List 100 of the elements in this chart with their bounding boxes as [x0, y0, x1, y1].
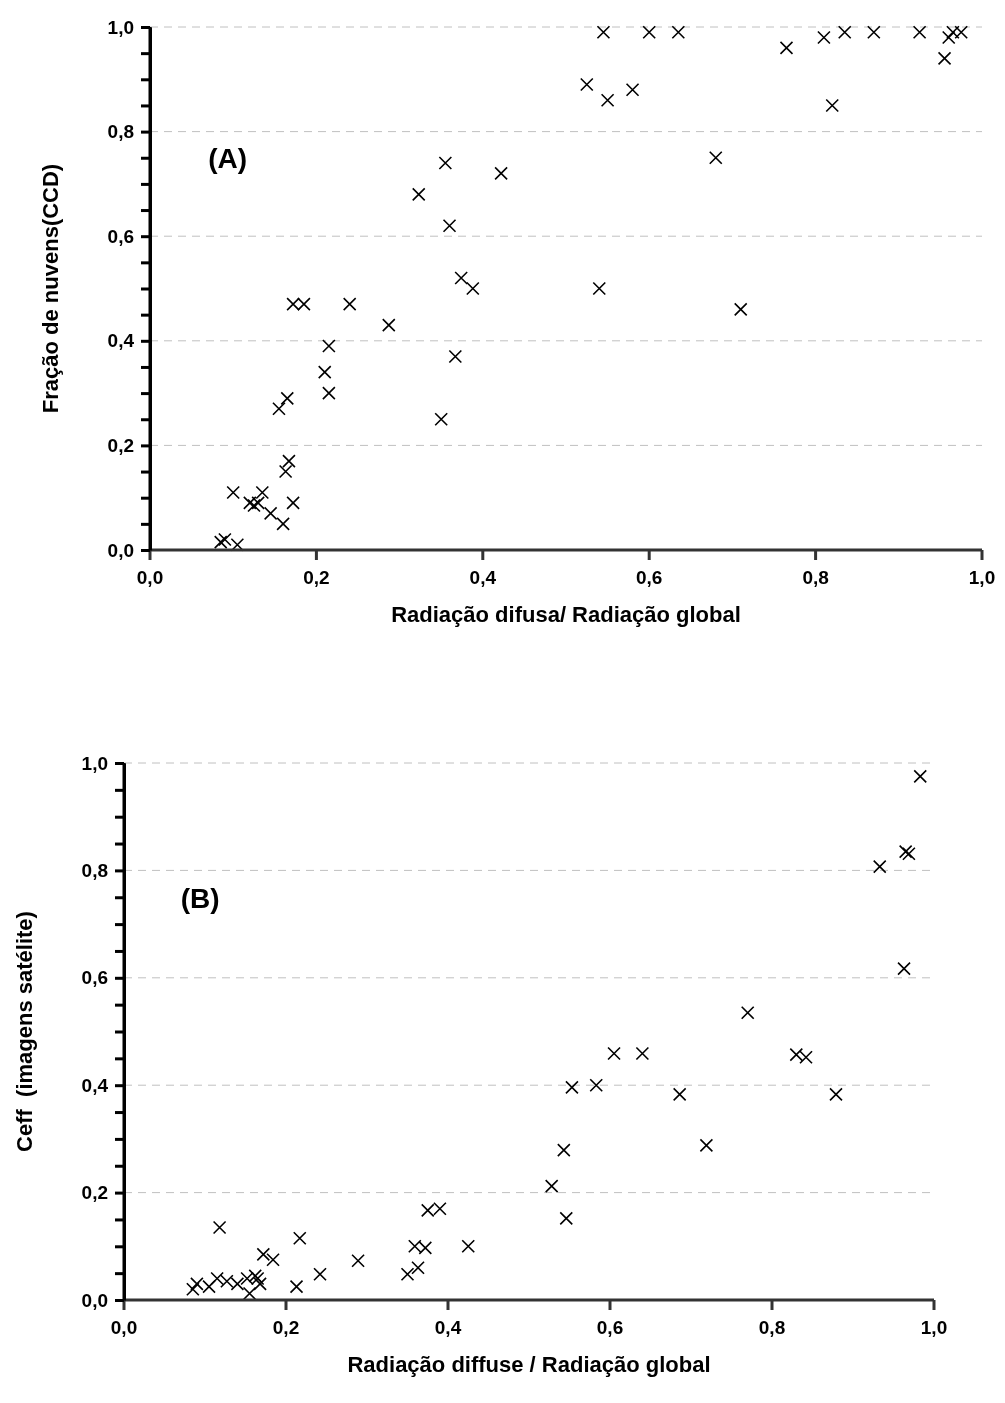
point [212, 1220, 227, 1235]
point [253, 1277, 267, 1291]
point [289, 1279, 304, 1294]
point [902, 846, 916, 861]
point [272, 401, 286, 416]
point [381, 318, 396, 332]
x-tick-label: 0,8 [758, 1317, 786, 1338]
point [559, 1211, 574, 1226]
x-tick-label: 0,8 [802, 567, 829, 588]
point [256, 1247, 271, 1262]
point [912, 25, 927, 40]
point [266, 1252, 280, 1267]
annotation: (A) [208, 143, 248, 175]
point [251, 496, 265, 510]
point [282, 454, 296, 468]
x-tick-label: 0,0 [136, 567, 164, 588]
point [898, 844, 913, 859]
point [817, 30, 831, 45]
x-axis-title: Radiação diffuse / Radiação global [347, 1352, 711, 1377]
point [213, 535, 228, 549]
point [280, 391, 295, 406]
point [954, 25, 968, 40]
point [740, 1005, 755, 1020]
point [454, 271, 468, 285]
point [226, 485, 240, 500]
x-tick-label: 1,0 [968, 567, 996, 588]
point [672, 1087, 687, 1102]
point [263, 506, 278, 521]
x-tick-label: 0,6 [635, 567, 663, 588]
point [635, 1046, 650, 1061]
annotation: (B) [180, 882, 220, 914]
point [286, 496, 300, 510]
point [461, 1239, 476, 1254]
point [442, 218, 457, 233]
y-tick-label: 1,0 [107, 16, 134, 38]
point [438, 156, 453, 170]
point [825, 98, 840, 113]
y-tick-label: 0,6 [107, 225, 134, 247]
x-tick-label: 0,2 [272, 1317, 300, 1338]
point [946, 25, 960, 40]
y-axis-title: Ceff (imagens satélite) [12, 911, 37, 1152]
point [580, 77, 594, 92]
point [434, 412, 448, 427]
x-tick-label: 0,4 [469, 567, 497, 588]
point [557, 1143, 571, 1157]
point [243, 496, 257, 510]
point [448, 349, 463, 364]
y-tick-label: 1,0 [81, 752, 108, 774]
point [708, 150, 723, 165]
point [596, 25, 611, 40]
point [317, 365, 332, 379]
point [937, 51, 952, 66]
y-axis-title: Fração de nuvens(CCD) [38, 163, 63, 414]
point [400, 1267, 415, 1282]
point [829, 1087, 843, 1102]
point [411, 187, 426, 202]
point [322, 386, 336, 400]
point [592, 281, 607, 296]
point [600, 93, 615, 108]
x-tick-label: 0,6 [596, 1317, 624, 1338]
point [733, 302, 748, 317]
point [872, 859, 887, 874]
point [255, 485, 270, 500]
point [837, 25, 852, 40]
point [699, 1138, 714, 1153]
point [292, 1231, 307, 1246]
point [342, 297, 357, 311]
y-tick-label: 0,0 [107, 539, 134, 561]
point [941, 30, 956, 45]
x-tick-label: 1,0 [920, 1317, 948, 1338]
point [466, 281, 480, 296]
point [247, 498, 261, 513]
y-tick-label: 0,4 [107, 330, 135, 352]
point [867, 25, 881, 40]
point [625, 82, 640, 97]
point [411, 1260, 425, 1275]
point [278, 464, 293, 479]
x-tick-label: 0,2 [303, 567, 330, 588]
point [351, 1254, 365, 1268]
point [218, 532, 232, 547]
point [913, 769, 928, 784]
point [322, 339, 336, 353]
point [230, 537, 245, 552]
y-tick-label: 0,4 [81, 1074, 109, 1096]
point [779, 41, 794, 55]
point [494, 166, 508, 181]
point [897, 961, 911, 976]
x-tick-label: 0,4 [434, 1317, 462, 1338]
y-tick-label: 0,2 [107, 434, 134, 456]
point [607, 1046, 621, 1061]
y-tick-label: 0,6 [81, 967, 108, 989]
y-tick-label: 0,2 [81, 1182, 108, 1204]
point [544, 1179, 559, 1193]
y-tick-label: 0,8 [81, 859, 108, 881]
x-axis-title: Radiação difusa/ Radiação global [391, 602, 741, 627]
point [313, 1267, 327, 1282]
point [642, 25, 656, 40]
point [186, 1282, 200, 1297]
point [671, 25, 686, 40]
point [589, 1078, 604, 1092]
